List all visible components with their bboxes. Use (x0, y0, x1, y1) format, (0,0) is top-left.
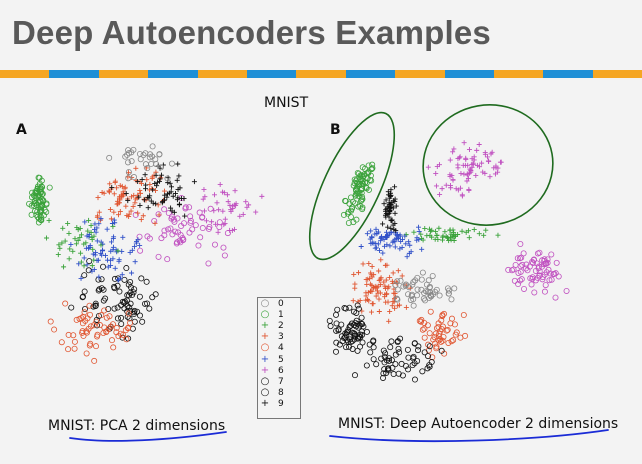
legend-item: ○ 0 (258, 298, 300, 309)
slide-title: Deep Autoencoders Examples (12, 14, 491, 51)
stripe-segment (246, 70, 297, 78)
plus-marker-icon: + (260, 331, 270, 343)
stripe-segment (49, 70, 99, 78)
stripe-segment (148, 70, 198, 78)
stripe-segment (395, 70, 445, 78)
stripe-segment (296, 70, 346, 78)
circle-marker-icon: ○ (260, 308, 270, 320)
legend-item: ○ 1 (258, 309, 300, 320)
legend-item: +6 (258, 365, 300, 376)
annotation-ellipse (308, 111, 396, 261)
legend-item: +5 (258, 354, 300, 365)
decorative-stripe (0, 70, 642, 78)
plus-marker-icon: + (260, 364, 270, 376)
legend-label: 1 (278, 309, 284, 320)
legend-label: 2 (278, 320, 284, 331)
annotation-underline (329, 429, 609, 443)
circle-marker-icon: ○ (260, 342, 270, 354)
panel-a-label: A (16, 122, 27, 138)
annotation-underline (69, 431, 227, 442)
legend-item: +3 (258, 332, 300, 343)
stripe-segment (345, 70, 396, 78)
legend-label: 8 (278, 388, 284, 399)
legend-item: ○ 8 (258, 388, 300, 399)
stripe-segment (444, 70, 494, 78)
plus-marker-icon: + (260, 319, 270, 331)
legend-item: ○ 7 (258, 376, 300, 387)
annotation-ellipse (422, 104, 554, 226)
circle-marker-icon: ○ (260, 387, 270, 399)
legend-item: +9 (258, 399, 300, 410)
legend-label: 7 (278, 376, 284, 387)
legend-label: 9 (278, 399, 284, 410)
circle-marker-icon: ○ (260, 375, 270, 387)
stripe-segment (592, 70, 642, 78)
caption-autoencoder: MNIST: Deep Autoencoder 2 dimensions (338, 416, 619, 432)
legend-item: +2 (258, 320, 300, 331)
stripe-segment (493, 70, 544, 78)
figure-heading: MNIST (264, 95, 309, 111)
legend-label: 3 (278, 332, 284, 343)
stripe-segment (543, 70, 593, 78)
digit-legend: ○ 0 ○ 1 +2 +3 ○ 4 +5 +6 ○ 7 ○ 8 +9 (257, 297, 301, 419)
legend-label: 6 (278, 365, 284, 376)
plus-marker-icon: + (260, 398, 270, 410)
panel-b-label: B (330, 122, 341, 138)
stripe-segment (197, 70, 247, 78)
legend-label: 4 (278, 343, 284, 354)
caption-pca: MNIST: PCA 2 dimensions (48, 418, 226, 434)
legend-label: 0 (278, 298, 284, 309)
plus-marker-icon: + (260, 353, 270, 365)
legend-item: ○ 4 (258, 343, 300, 354)
circle-marker-icon: ○ (260, 297, 270, 309)
stripe-segment (0, 70, 50, 78)
legend-label: 5 (278, 354, 284, 365)
stripe-segment (98, 70, 149, 78)
